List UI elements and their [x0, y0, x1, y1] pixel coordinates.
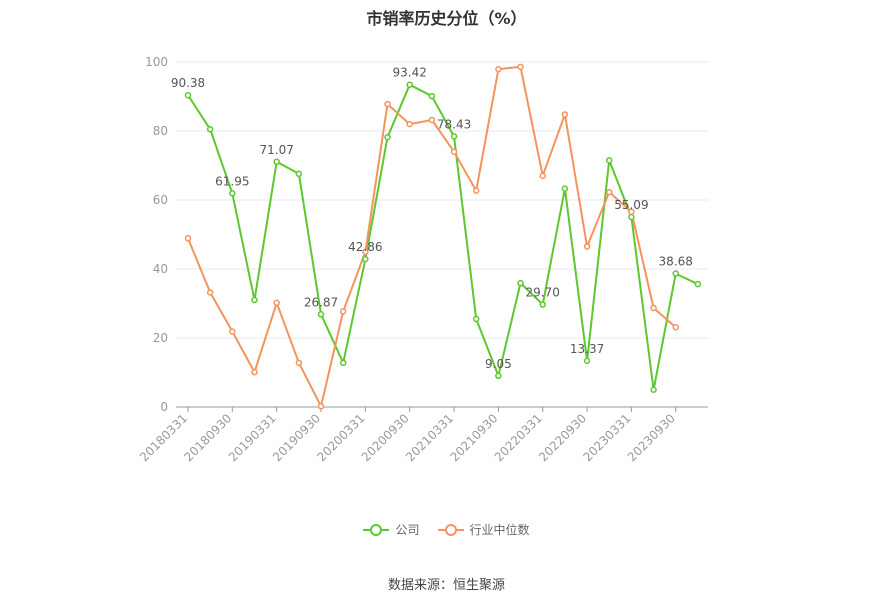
data-point-series-1[interactable] — [339, 308, 347, 315]
data-point-series-0[interactable] — [362, 255, 369, 263]
data-label: 78.43 — [437, 117, 471, 131]
data-label: 55.09 — [614, 198, 648, 212]
data-point-series-0[interactable] — [251, 296, 258, 304]
data-point-series-0[interactable] — [495, 372, 502, 380]
data-label: 26.87 — [304, 295, 338, 309]
data-point-series-0[interactable] — [428, 92, 436, 100]
data-label: 38.68 — [659, 255, 693, 269]
data-point-series-1[interactable] — [672, 324, 679, 331]
data-point-series-0[interactable] — [472, 315, 480, 323]
series — [184, 63, 702, 410]
legend: 公司 行业中位数 — [0, 521, 893, 538]
data-point-series-0[interactable] — [384, 133, 391, 141]
data-point-series-0[interactable] — [650, 386, 657, 393]
data-point-series-0[interactable] — [517, 279, 524, 287]
data-point-series-0[interactable] — [694, 280, 702, 288]
data-point-series-1[interactable] — [517, 63, 524, 71]
data-point-series-1[interactable] — [605, 188, 613, 196]
data-point-series-1[interactable] — [317, 403, 325, 410]
data-source-note: 数据来源：恒生聚源 — [387, 578, 505, 593]
data-point-series-1[interactable] — [628, 208, 635, 215]
data-point-series-1[interactable] — [273, 299, 280, 307]
y-tick-label: 0 — [160, 400, 168, 414]
axes: 0204060801002018033120180930201903312019… — [137, 55, 708, 464]
data-point-series-0[interactable] — [339, 359, 347, 367]
data-point-series-0[interactable] — [317, 311, 325, 318]
data-point-series-0[interactable] — [672, 270, 679, 277]
series-line-0 — [187, 83, 699, 391]
y-tick-label: 60 — [153, 193, 168, 207]
data-point-series-1[interactable] — [406, 120, 413, 128]
data-point-series-1[interactable] — [362, 248, 369, 255]
data-point-series-0[interactable] — [184, 91, 192, 99]
data-point-series-1[interactable] — [229, 328, 236, 335]
data-point-series-0[interactable] — [628, 213, 635, 221]
data-labels: 90.38 61.95 71.07 26.87 42.86 93.42 78.43 9.05 2… — [171, 66, 693, 371]
data-point-series-1[interactable] — [251, 368, 258, 376]
data-point-series-1[interactable] — [472, 187, 480, 194]
data-label: 71.07 — [260, 143, 294, 157]
y-tick-label: 100 — [145, 55, 168, 69]
data-point-series-1[interactable] — [428, 116, 436, 124]
data-label: 9.05 — [485, 357, 512, 371]
data-point-series-1[interactable] — [184, 235, 192, 242]
data-point-series-1[interactable] — [295, 359, 303, 367]
legend-industry-label: 行业中位数 — [469, 523, 530, 537]
legend-company-label: 公司 — [395, 523, 420, 537]
data-point-series-0[interactable] — [583, 357, 591, 365]
data-label: 13.37 — [570, 342, 604, 356]
legend-item-industry-median[interactable]: 行业中位数 — [437, 521, 530, 538]
data-point-series-0[interactable] — [561, 185, 569, 192]
data-label: 93.42 — [393, 66, 427, 80]
data-label: 61.95 — [215, 174, 249, 188]
x-tick-label: 20230930 — [625, 411, 678, 464]
data-point-series-1[interactable] — [583, 243, 591, 250]
data-point-series-1[interactable] — [539, 172, 546, 180]
data-point-series-1[interactable] — [450, 148, 458, 155]
legend-industry-icon — [437, 523, 464, 537]
y-tick-label: 80 — [153, 124, 168, 138]
data-point-series-0[interactable] — [273, 158, 280, 166]
legend-item-company[interactable]: 公司 — [363, 521, 420, 538]
chart-title: 市销率历史分位（%） — [366, 9, 527, 28]
data-point-series-1[interactable] — [206, 289, 214, 296]
data-label: 29.70 — [526, 286, 560, 300]
data-label: 90.38 — [171, 76, 205, 90]
data-point-series-1[interactable] — [384, 100, 391, 108]
data-point-series-0[interactable] — [539, 301, 546, 308]
y-tick-label: 20 — [153, 331, 168, 345]
data-point-series-0[interactable] — [605, 157, 613, 164]
y-tick-label: 40 — [153, 262, 168, 276]
data-point-series-1[interactable] — [495, 65, 502, 73]
data-point-series-0[interactable] — [295, 170, 303, 178]
data-point-series-0[interactable] — [406, 81, 413, 88]
data-label: 42.86 — [348, 240, 382, 254]
data-point-series-1[interactable] — [561, 111, 569, 118]
data-point-series-0[interactable] — [206, 126, 214, 133]
data-point-series-1[interactable] — [650, 304, 657, 312]
data-point-series-0[interactable] — [450, 133, 458, 140]
data-point-series-0[interactable] — [229, 190, 236, 197]
legend-company-icon — [363, 523, 390, 537]
